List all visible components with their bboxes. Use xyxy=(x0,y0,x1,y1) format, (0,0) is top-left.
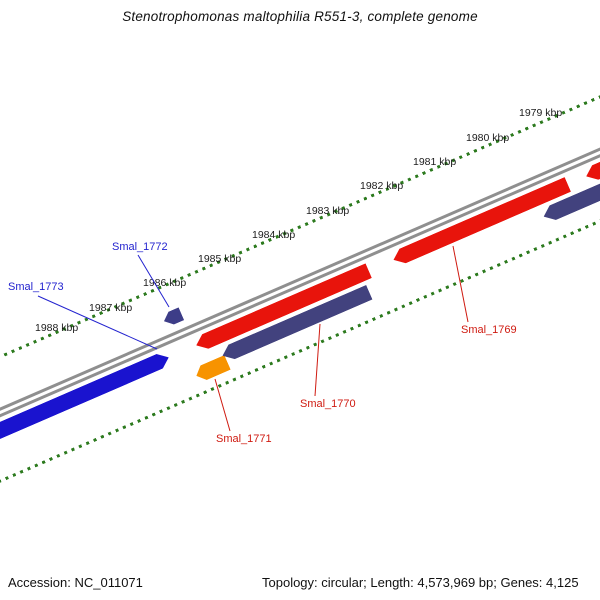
ruler-tick-label-1981: 1981 kbp xyxy=(413,156,457,168)
gene-label-smal-1773[interactable]: Smal_1773 xyxy=(8,281,64,293)
gene-label-smal-1769[interactable]: Smal_1769 xyxy=(461,324,517,336)
ruler-tick-label-1986: 1986 kbp xyxy=(143,277,187,289)
tick-dots-inner xyxy=(0,187,600,493)
gene-arrow-smal-1771[interactable] xyxy=(193,355,231,383)
ruler-tick-label-1982: 1982 kbp xyxy=(360,180,404,192)
ruler-tick-label-1987: 1987 kbp xyxy=(89,302,133,314)
ruler-tick-label-1980: 1980 kbp xyxy=(466,132,510,144)
genome-summary-text: Topology: circular; Length: 4,573,969 bp… xyxy=(262,575,579,590)
tick-dots-outer xyxy=(0,83,600,389)
ruler-tick-label-1979: 1979 kbp xyxy=(519,107,563,119)
page-title: Stenotrophomonas maltophilia R551-3, com… xyxy=(122,9,478,24)
ruler-tick-label-1988: 1988 kbp xyxy=(35,322,79,334)
gene-label-smal-1771[interactable]: Smal_1771 xyxy=(216,433,272,445)
genome-track xyxy=(0,13,600,554)
ruler-tick-label-1983: 1983 kbp xyxy=(306,205,350,217)
ruler-tick-label-1985: 1985 kbp xyxy=(198,253,242,265)
gene-label-smal-1770[interactable]: Smal_1770 xyxy=(300,398,356,410)
gene-label-smal-1772[interactable]: Smal_1772 xyxy=(112,241,168,253)
gene-arrow-smal-1772[interactable] xyxy=(161,307,184,327)
gene-arrow-smal-1769[interactable] xyxy=(390,177,571,267)
accession-text: Accession: NC_011071 xyxy=(8,575,143,590)
ruler-tick-label-1984: 1984 kbp xyxy=(252,229,296,241)
status-bar: Accession: NC_011071 Topology: circular;… xyxy=(0,566,600,600)
